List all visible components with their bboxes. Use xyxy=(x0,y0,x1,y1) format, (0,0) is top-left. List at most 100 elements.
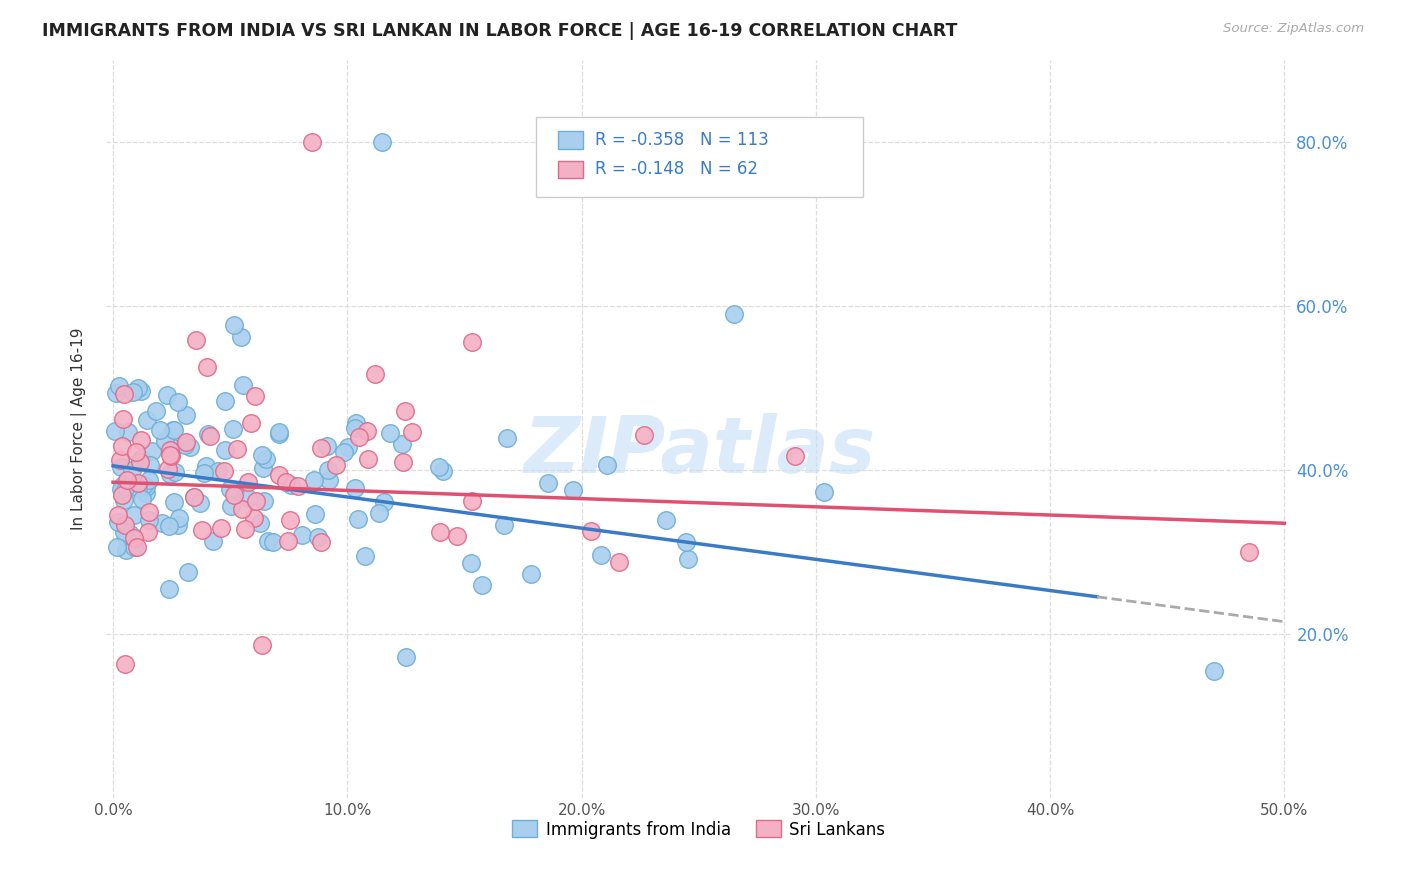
Point xyxy=(138,458,160,472)
Point xyxy=(253,493,276,508)
Point xyxy=(325,458,347,472)
Point xyxy=(156,387,179,401)
Point xyxy=(104,424,127,438)
Point xyxy=(162,441,184,455)
Point xyxy=(252,448,274,462)
Point xyxy=(267,425,290,439)
Point xyxy=(214,464,236,478)
Point xyxy=(125,541,148,555)
Point xyxy=(214,442,236,457)
Point xyxy=(145,404,167,418)
Point xyxy=(174,438,197,452)
Point xyxy=(222,422,245,436)
Point xyxy=(333,445,356,459)
Point xyxy=(316,439,339,453)
Point xyxy=(127,381,149,395)
Point xyxy=(166,394,188,409)
Point xyxy=(373,495,395,509)
Point xyxy=(344,417,367,431)
Point xyxy=(131,433,153,447)
Point xyxy=(242,511,264,525)
Point xyxy=(194,458,217,473)
Point xyxy=(124,508,146,522)
Point xyxy=(105,540,128,554)
Point xyxy=(231,330,253,344)
Point xyxy=(128,476,150,491)
Point xyxy=(252,638,274,652)
Point xyxy=(364,367,387,381)
Point xyxy=(163,465,186,479)
Point xyxy=(232,378,254,392)
Point xyxy=(125,445,148,459)
Point xyxy=(301,135,323,149)
Point xyxy=(224,484,246,499)
Point xyxy=(121,463,143,477)
Point xyxy=(309,441,332,455)
Point xyxy=(238,475,260,490)
Point xyxy=(107,379,129,393)
Point xyxy=(252,460,274,475)
Point xyxy=(291,528,314,542)
Point xyxy=(723,307,745,321)
Point xyxy=(122,541,145,555)
Point xyxy=(304,473,326,487)
Point xyxy=(135,413,157,427)
Point xyxy=(249,516,271,531)
Point xyxy=(111,439,134,453)
Point xyxy=(118,527,141,541)
Point xyxy=(114,530,136,544)
Point xyxy=(347,430,370,444)
Point xyxy=(446,529,468,543)
Point xyxy=(354,549,377,564)
Point xyxy=(107,515,129,529)
Point xyxy=(304,507,326,521)
Point xyxy=(163,423,186,437)
Point xyxy=(179,440,201,454)
Point xyxy=(395,650,418,665)
Point xyxy=(269,468,291,483)
Point xyxy=(236,491,259,505)
Point xyxy=(197,427,219,442)
Point xyxy=(316,463,339,477)
Point xyxy=(111,488,134,502)
Point xyxy=(110,482,132,496)
Point xyxy=(537,475,560,490)
Point xyxy=(183,490,205,504)
Point xyxy=(1239,545,1261,559)
Y-axis label: In Labor Force | Age 16-19: In Labor Force | Age 16-19 xyxy=(72,327,87,530)
Point xyxy=(177,565,200,579)
Point xyxy=(135,486,157,500)
Point xyxy=(163,495,186,509)
Point xyxy=(357,451,380,466)
Point xyxy=(131,492,153,507)
Point xyxy=(159,443,181,458)
Point xyxy=(226,442,249,456)
Point xyxy=(813,485,835,500)
Point xyxy=(461,494,484,508)
Point xyxy=(1204,664,1226,678)
Point xyxy=(579,524,602,539)
Point xyxy=(239,416,262,430)
Point xyxy=(207,464,229,478)
Point xyxy=(520,566,543,581)
Point xyxy=(138,513,160,527)
Point xyxy=(135,480,157,494)
Point xyxy=(141,444,163,458)
Point xyxy=(262,535,284,549)
Text: IMMIGRANTS FROM INDIA VS SRI LANKAN IN LABOR FORCE | AGE 16-19 CORRELATION CHART: IMMIGRANTS FROM INDIA VS SRI LANKAN IN L… xyxy=(42,22,957,40)
Point xyxy=(138,473,160,487)
Text: Source: ZipAtlas.com: Source: ZipAtlas.com xyxy=(1223,22,1364,36)
Point xyxy=(394,404,416,418)
Point xyxy=(257,533,280,548)
Point xyxy=(655,513,678,527)
Point xyxy=(159,448,181,462)
Point xyxy=(114,657,136,671)
Point xyxy=(107,508,129,523)
Point xyxy=(184,333,207,347)
Point xyxy=(243,388,266,402)
Point xyxy=(318,473,340,487)
Point xyxy=(122,385,145,400)
Point xyxy=(214,394,236,409)
Point xyxy=(127,481,149,495)
Point xyxy=(174,408,197,422)
